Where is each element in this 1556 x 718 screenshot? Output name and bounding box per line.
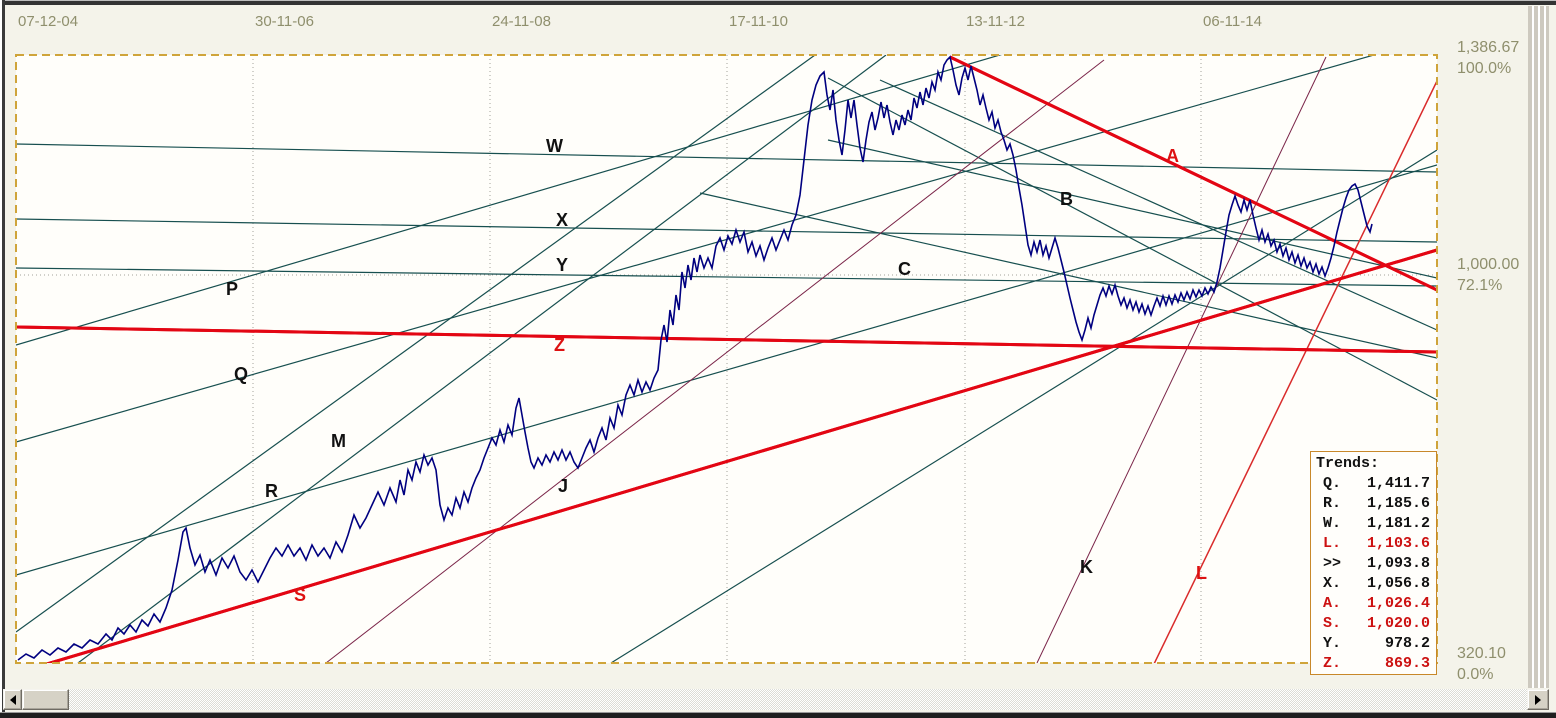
price-line <box>17 55 1373 661</box>
chart-letter-Q: Q <box>234 364 248 384</box>
trend-line-M-fan[interactable] <box>16 55 816 633</box>
legend-value: 1,185.6 <box>1366 495 1430 512</box>
trend-line-L-line[interactable] <box>1153 80 1437 664</box>
window-top-border <box>0 0 1556 5</box>
x-axis-label: 07-12-04 <box>18 13 79 30</box>
chart-letter-X: X <box>556 210 568 230</box>
legend-row: A. 1,026.4 <box>1311 594 1436 614</box>
legend-key: L. <box>1323 535 1342 552</box>
legend-key: S. <box>1323 615 1342 632</box>
trend-line-W-level[interactable] <box>16 143 1437 173</box>
legend-key: R. <box>1323 495 1342 512</box>
y-axis-percent: 100.0% <box>1457 60 1512 77</box>
chart-letter-J: J <box>558 476 568 496</box>
right-arrow-icon <box>1535 694 1541 705</box>
right-gutter <box>1528 6 1549 688</box>
legend-value: 869.3 <box>1384 655 1430 672</box>
left-arrow-icon <box>9 694 16 705</box>
trend-line-D3-channel[interactable] <box>827 77 1437 401</box>
legend-row: Q. 1,411.7 <box>1311 474 1436 494</box>
chart-letter-B: B <box>1060 189 1073 209</box>
legend-key: X. <box>1323 575 1342 592</box>
legend-key: Y. <box>1323 635 1342 652</box>
trend-line-J-line[interactable] <box>325 59 1105 663</box>
trend-line-Y-level[interactable] <box>16 267 1437 287</box>
y-axis-label: 320.10 0.0% <box>1457 643 1529 685</box>
window-bottom-border <box>0 712 1556 718</box>
x-axis-label: 06-11-14 <box>1203 13 1262 30</box>
y-axis-value: 1,000.00 <box>1457 256 1520 273</box>
chart-letter-Z: Z <box>554 335 565 355</box>
legend-value: 1,181.2 <box>1366 515 1430 532</box>
trend-line-M2-fan[interactable] <box>77 55 887 663</box>
chart-letter-K: K <box>1080 557 1093 577</box>
y-axis-label: 1,386.67 100.0% <box>1457 37 1529 79</box>
y-axis-value: 320.10 <box>1457 645 1506 662</box>
legend-value: 1,411.7 <box>1366 475 1430 492</box>
legend-title: Trends: <box>1316 455 1380 472</box>
scroll-right-button[interactable] <box>1527 689 1549 710</box>
legend-row: R. 1,185.6 <box>1311 494 1436 514</box>
trend-line-A-line-top[interactable] <box>949 55 1437 292</box>
trend-line-Z-line-top[interactable] <box>16 325 1437 354</box>
scroll-left-button[interactable] <box>3 689 22 710</box>
legend-value: 1,026.4 <box>1366 595 1430 612</box>
chart-letter-P: P <box>226 279 238 299</box>
legend-row: Z. 869.3 <box>1311 654 1436 674</box>
chart-letter-C: C <box>898 259 911 279</box>
legend-value: 1,093.8 <box>1366 555 1430 572</box>
scroll-thumb[interactable] <box>22 689 69 710</box>
legend-key: >> <box>1323 555 1342 572</box>
legend-value: 978.2 <box>1384 635 1430 652</box>
chart-letter-S: S <box>294 585 306 605</box>
trend-line-P-fan[interactable] <box>16 52 1010 346</box>
trend-line-D4-channel[interactable] <box>827 139 1437 279</box>
legend-row: Y. 978.2 <box>1311 634 1436 654</box>
legend-row: L. 1,103.6 <box>1311 534 1436 554</box>
chart-letter-L: L <box>1196 563 1207 583</box>
chart-letter-M: M <box>331 431 346 451</box>
chart-letter-A: A <box>1166 146 1179 166</box>
y-axis-percent: 0.0% <box>1457 666 1494 683</box>
trend-line-D2-channel[interactable] <box>699 192 1437 359</box>
y-axis-label: 1,000.00 72.1% <box>1457 254 1529 296</box>
legend-value: 1,056.8 <box>1366 575 1430 592</box>
trend-line-R2-fan[interactable] <box>610 149 1437 663</box>
trends-legend: Trends: Q. 1,411.7 R. 1,185.6 W. 1,181.2 L. 1,1… <box>1310 451 1437 675</box>
legend-value: 1,103.6 <box>1366 535 1430 552</box>
trend-line-D1-channel[interactable] <box>879 79 1437 331</box>
trend-line-K-line[interactable] <box>1036 56 1327 663</box>
trend-line-R-fan[interactable] <box>16 164 1437 576</box>
legend-row: >> 1,093.8 <box>1311 554 1436 574</box>
window-left-border <box>0 0 5 713</box>
y-axis-value: 1,386.67 <box>1457 39 1520 56</box>
horizontal-scrollbar[interactable] <box>3 689 1549 710</box>
trend-line-X-level[interactable] <box>16 218 1437 243</box>
chart-letter-R: R <box>265 481 278 501</box>
legend-row: S. 1,020.0 <box>1311 614 1436 634</box>
x-axis-label: 17-11-10 <box>729 13 788 30</box>
trend-line-S-line-top[interactable] <box>40 248 1437 666</box>
x-axis-label: 13-11-12 <box>966 13 1025 30</box>
x-axis-label: 30-11-06 <box>255 13 314 30</box>
legend-row: W. 1,181.2 <box>1311 514 1436 534</box>
y-axis-percent: 72.1% <box>1457 277 1503 294</box>
chart-letter-W: W <box>546 136 563 156</box>
x-axis: 07-12-04 30-11-06 24-11-08 17-11-10 13-11-12… <box>0 13 1556 33</box>
legend-key: Z. <box>1323 655 1342 672</box>
chart-letter-Y: Y <box>556 255 568 275</box>
legend-key: W. <box>1323 515 1342 532</box>
legend-key: Q. <box>1323 475 1342 492</box>
legend-key: A. <box>1323 595 1342 612</box>
legend-row: X. 1,056.8 <box>1311 574 1436 594</box>
legend-value: 1,020.0 <box>1366 615 1430 632</box>
x-axis-label: 24-11-08 <box>492 13 551 30</box>
